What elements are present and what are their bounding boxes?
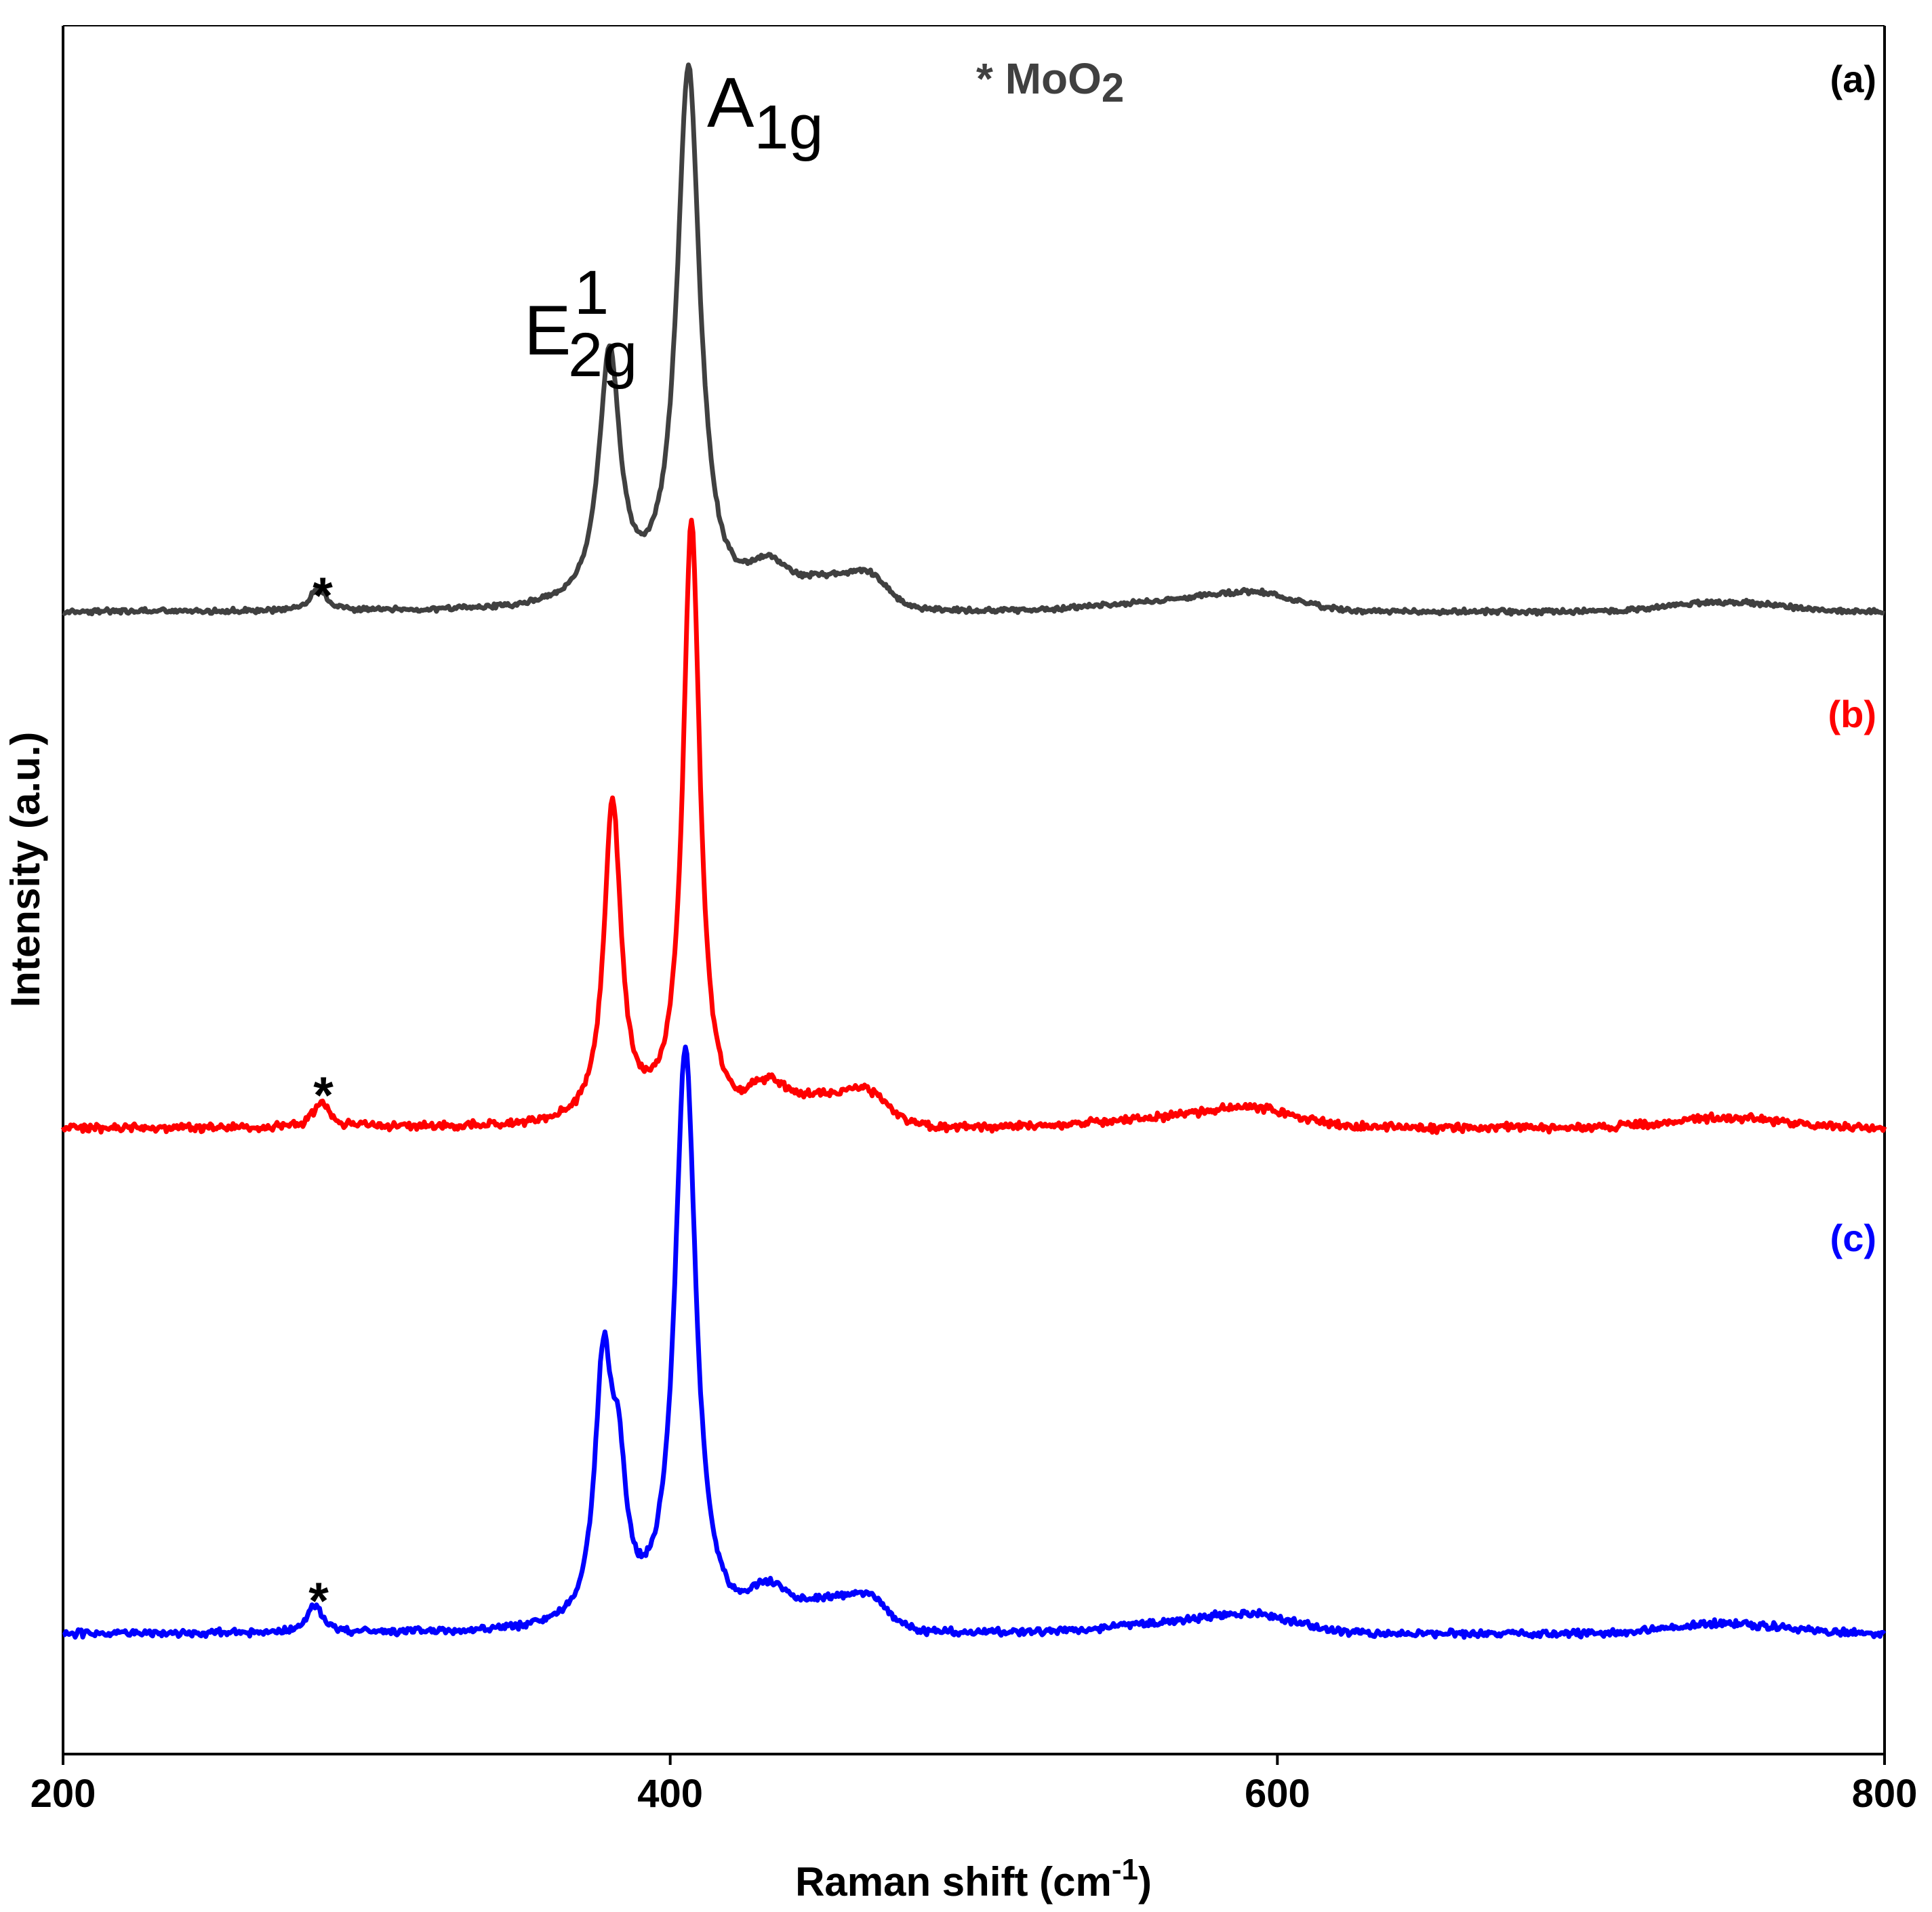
panel-label-a: (a): [1830, 58, 1876, 100]
x-tick-label-600: 600: [1245, 1772, 1310, 1816]
peak-label-e2g-base: E: [524, 291, 571, 370]
x-tick-label-400: 400: [637, 1772, 703, 1816]
x-axis-label-text: Raman shift (cm: [795, 1859, 1112, 1905]
moo2-note-prefix: *: [976, 54, 1005, 103]
x-axis-label-sup: -1: [1112, 1853, 1138, 1886]
x-ticks: 200 400 600 800: [31, 1754, 1918, 1816]
series-line-a: [62, 62, 1886, 617]
moo2-note-text: MoO: [1005, 54, 1102, 103]
peak-label-e2g-sub: 2g: [568, 321, 637, 390]
panel-label-c: (c): [1830, 1217, 1876, 1259]
series-group: [60, 62, 1887, 1640]
panel-label-b: (b): [1828, 693, 1876, 735]
y-axis-label: Intensity (a.u.): [3, 732, 48, 1008]
moo2-note-sub: 2: [1102, 65, 1124, 110]
series-line-b: [60, 517, 1887, 1135]
series-line-c: [62, 1044, 1887, 1640]
asterisk-c: *: [308, 1572, 329, 1630]
peak-label-a1g-base: A: [707, 64, 754, 142]
asterisk-a: *: [313, 567, 333, 625]
peak-label-a1g-sub: 1g: [754, 93, 823, 162]
peak-label-e2g: E2g1: [524, 258, 637, 390]
peak-label-a1g: A1g: [707, 64, 824, 162]
x-axis-label-close: ): [1138, 1859, 1152, 1905]
x-tick-label-200: 200: [31, 1772, 96, 1816]
moo2-note: * MoO2: [976, 54, 1124, 110]
x-axis-label: Raman shift (cm-1): [795, 1853, 1152, 1905]
asterisk-b: *: [313, 1067, 334, 1124]
peak-label-e2g-sup: 1: [574, 258, 609, 327]
x-tick-label-800: 800: [1852, 1772, 1918, 1816]
